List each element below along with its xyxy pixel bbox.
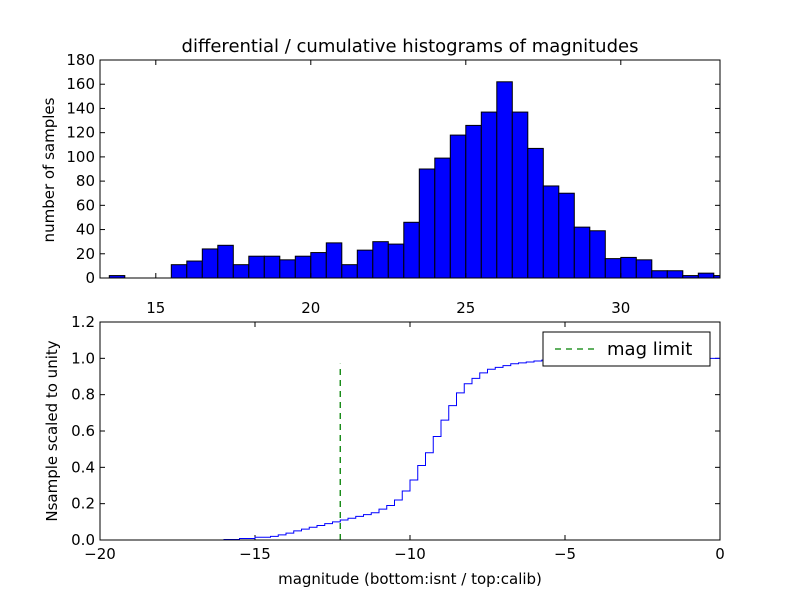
bottom-x-tick-label: 0 [715, 545, 725, 563]
bottom-x-axis-label: magnitude (bottom:isnt / top:calib) [278, 570, 542, 588]
bottom-y-axis-label: Nsample scaled to unity [43, 340, 61, 521]
top-axes-frame [99, 59, 721, 279]
bottom-x-tick-label: −5 [554, 545, 576, 563]
top-x-tick-label: 15 [146, 299, 165, 317]
bottom-y-tick-labels: 0.0 0.2 0.4 0.6 0.8 1.0 1.2 [71, 313, 95, 549]
top-y-tick-label: 40 [76, 221, 95, 239]
bottom-x-tick-label: −20 [84, 545, 116, 563]
bottom-x-tick-label: −10 [394, 545, 426, 563]
bottom-y-tick-label: 1.0 [71, 349, 95, 367]
histogram-bar [542, 185, 560, 279]
bottom-x-tick-label: −15 [239, 545, 271, 563]
top-y-tick-label: 160 [66, 75, 95, 93]
top-x-tick-label: 20 [301, 299, 320, 317]
histogram-bar [325, 242, 343, 279]
bottom-y-tick-label: 1.2 [71, 313, 95, 331]
histogram-bar [480, 111, 498, 279]
top-y-tick-label: 0 [85, 269, 95, 287]
histogram-bar [527, 147, 544, 279]
histogram-bar [558, 192, 575, 279]
histogram-bar [496, 81, 513, 279]
top-y-tick-label: 180 [66, 51, 95, 69]
bottom-y-tick-label: 0.0 [71, 531, 95, 549]
bottom-y-tick-label: 0.4 [71, 458, 95, 476]
histogram-bar [170, 264, 188, 279]
histogram-bar [372, 241, 389, 279]
histogram-bar [635, 259, 653, 279]
top-y-tick-label: 60 [76, 196, 95, 214]
histogram-bar [604, 258, 622, 279]
histogram-bar [449, 134, 467, 279]
histogram-bar [294, 255, 312, 279]
histogram-bar [356, 249, 374, 279]
histogram-bar [217, 244, 234, 279]
histogram-bar [279, 259, 296, 279]
bottom-x-tick-labels: −20 −15 −10 −5 0 [84, 545, 725, 563]
histogram-bar [403, 221, 420, 279]
top-chart-title: differential / cumulative histograms of … [182, 36, 639, 57]
histogram-bar [201, 248, 219, 279]
bottom-axes-frame [99, 321, 721, 541]
histogram-bar [248, 255, 265, 279]
cumulative-step-line [100, 357, 721, 541]
histogram-bar [651, 270, 668, 279]
bottom-y-tick-label: 0.8 [71, 386, 95, 404]
histogram-bar [232, 264, 250, 279]
histogram-bar [666, 270, 684, 279]
histogram-bar [511, 111, 529, 279]
histogram-bar [341, 264, 358, 279]
bottom-y-tick-label: 0.6 [71, 422, 95, 440]
histogram-bar [697, 272, 715, 279]
top-x-tick-label: 25 [456, 299, 475, 317]
top-x-tick-label: 30 [611, 299, 630, 317]
top-histogram-bars [108, 81, 721, 279]
histogram-bar [465, 124, 482, 279]
bottom-y-tick-label: 0.2 [71, 495, 95, 513]
histogram-bar [387, 243, 405, 279]
histogram-bar [573, 226, 591, 279]
top-y-tick-label: 100 [66, 148, 95, 166]
top-y-tick-label: 120 [66, 124, 95, 142]
top-y-axis-label: number of samples [40, 97, 58, 242]
histogram-bar [186, 260, 203, 279]
top-y-tick-labels: 0 20 40 60 80 100 120 140 160 180 [66, 51, 95, 287]
histogram-bar [434, 157, 451, 279]
histogram-bar [418, 168, 436, 279]
legend-label-mag-limit: mag limit [607, 339, 692, 360]
top-y-tick-label: 140 [66, 99, 95, 117]
histogram-bar [589, 230, 606, 279]
legend: mag limit [542, 331, 711, 367]
top-x-tick-labels: 15 20 25 30 [146, 299, 630, 317]
histogram-bar [620, 256, 637, 279]
top-y-tick-label: 20 [76, 245, 95, 263]
histogram-bar [263, 255, 281, 279]
histogram-bar [310, 252, 327, 279]
top-y-tick-label: 80 [76, 172, 95, 190]
